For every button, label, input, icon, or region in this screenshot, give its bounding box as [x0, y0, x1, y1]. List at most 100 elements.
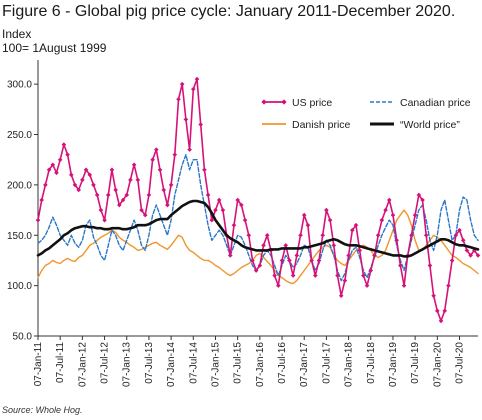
y-tick-label: 200.0	[7, 180, 32, 191]
series-point	[372, 253, 377, 258]
legend-label: “World price”	[400, 119, 460, 131]
series-point	[187, 147, 192, 152]
series-point	[327, 217, 333, 223]
series-point	[94, 192, 100, 198]
series-point	[72, 182, 78, 188]
series-point	[135, 177, 141, 183]
series-point	[316, 258, 322, 263]
series-point	[257, 263, 263, 268]
series-point	[446, 283, 451, 288]
series-point	[146, 192, 152, 198]
series-point	[409, 232, 414, 238]
series-point	[176, 96, 181, 102]
series-point	[139, 207, 144, 213]
y-tick-label: 150.0	[7, 231, 32, 242]
series-point	[357, 248, 362, 253]
series-point	[431, 293, 436, 299]
y-tick-label: 300.0	[7, 80, 32, 91]
x-tick-label: 07-Jul-20	[455, 342, 466, 384]
series-point	[131, 162, 137, 168]
series-point	[80, 177, 85, 183]
series-point	[239, 202, 244, 208]
series-point	[324, 207, 329, 213]
series-point	[460, 237, 466, 243]
series-point	[464, 248, 470, 253]
series-point	[390, 212, 396, 218]
series-point	[35, 217, 41, 223]
series-point	[128, 177, 133, 183]
series-point	[198, 122, 203, 127]
series-point	[65, 152, 70, 157]
series-point	[379, 217, 385, 223]
series-point	[216, 197, 222, 203]
series-point	[194, 76, 200, 82]
legend-marker	[261, 99, 267, 105]
x-tick-label: 07-Jan-13	[122, 342, 133, 387]
series-point	[183, 117, 189, 122]
series-point	[157, 167, 163, 173]
series-point	[109, 167, 115, 173]
x-tick-label: 07-Jan-14	[166, 342, 177, 387]
series-point	[98, 207, 104, 213]
series-point	[150, 157, 155, 163]
series-point	[264, 232, 270, 238]
series-point	[383, 207, 388, 213]
chart-title: Figure 6 - Global pig price cycle: Janua…	[2, 3, 456, 20]
series-point	[39, 197, 44, 203]
series-point	[457, 227, 462, 233]
series-point	[346, 253, 351, 258]
series-point	[102, 217, 107, 223]
series-point	[449, 258, 455, 263]
x-tick-label: 07-Jan-12	[77, 342, 88, 387]
x-tick-label: 07-Jul-12	[100, 342, 111, 384]
series-point	[394, 237, 399, 243]
y-axis: 50.0 100.0 150.0 200.0 250.0 300.0	[7, 60, 39, 343]
series-point	[453, 232, 459, 238]
legend-label: Danish price	[292, 119, 351, 131]
series-point	[283, 243, 289, 248]
x-tick-label: 07-Jan-16	[255, 342, 266, 387]
series-point	[202, 167, 207, 173]
series-point	[386, 197, 392, 203]
series-point	[190, 86, 196, 92]
x-tick-label: 07-Jul-18	[366, 342, 377, 384]
series-point	[91, 182, 96, 188]
x-tick-label: 07-Jul-17	[321, 342, 332, 384]
series-point	[301, 212, 307, 218]
series-point	[120, 197, 126, 203]
y-tick-label: 100.0	[7, 281, 32, 292]
series-point	[412, 212, 418, 218]
x-tick-label: 07-Jul-16	[277, 342, 288, 384]
x-tick-label: 07-Jul-14	[188, 342, 199, 384]
series-point	[124, 192, 130, 198]
series-point	[313, 273, 318, 278]
x-tick-label: 07-Jul-13	[144, 342, 155, 384]
x-axis: 07-Jan-11 07-Jul-11 07-Jan-12 07-Jul-12 07-J…	[33, 335, 478, 387]
legend: US price Canadian price Danish price “World…	[261, 97, 471, 131]
series-point	[83, 167, 89, 173]
series-point	[272, 273, 277, 278]
x-tick-label: 07-Jan-19	[388, 342, 399, 387]
series-point	[235, 197, 240, 203]
series-point	[442, 308, 448, 314]
series-point	[279, 258, 285, 263]
series-point	[168, 182, 174, 188]
series-point	[472, 248, 477, 253]
series-point	[209, 217, 215, 223]
series-point	[213, 207, 218, 213]
series-point	[368, 268, 374, 273]
series-point	[309, 258, 314, 263]
series-layer	[35, 76, 481, 324]
series-point	[165, 202, 170, 208]
series-point	[253, 268, 259, 273]
series-point	[294, 253, 300, 258]
series-point	[401, 283, 407, 288]
series-point	[250, 258, 255, 263]
series-point	[161, 187, 167, 193]
source-note: Source: Whole Hog.	[2, 405, 83, 415]
y-axis-label: Index	[2, 27, 32, 41]
series-point	[246, 232, 252, 238]
series-point	[427, 263, 433, 268]
series-point	[320, 232, 326, 238]
